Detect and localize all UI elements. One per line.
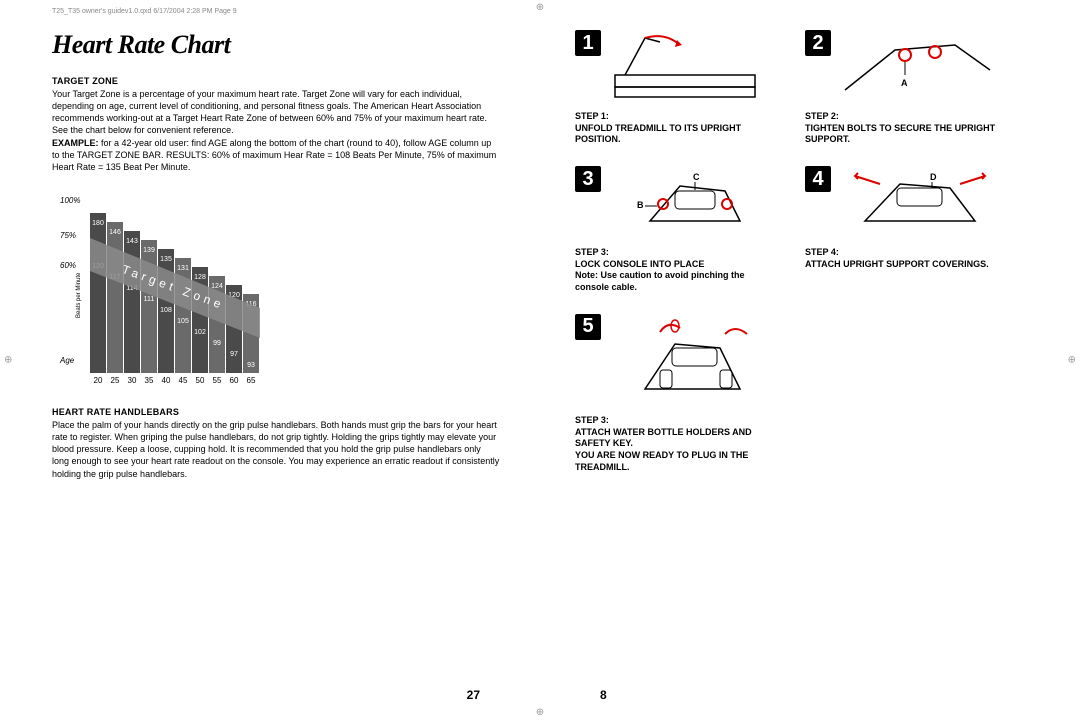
target-zone-heading: TARGET ZONE	[52, 76, 500, 86]
svg-text:55: 55	[213, 376, 222, 385]
step-extra: YOU ARE NOW READY TO PLUG IN THE TREADMI…	[575, 450, 775, 473]
chart-bar	[107, 222, 123, 373]
svg-text:131: 131	[177, 265, 189, 272]
svg-text:97: 97	[230, 351, 238, 358]
step-text: LOCK CONSOLE INTO PLACE	[575, 259, 775, 271]
step-text: TIGHTEN BOLTS TO SECURE THE UPRIGHT SUPP…	[805, 123, 1005, 146]
svg-text:135: 135	[160, 256, 172, 263]
step-label: STEP 3:	[575, 415, 775, 427]
handlebars-heading: HEART RATE HANDLEBARS	[52, 407, 500, 417]
y-label-100: 100%	[60, 196, 80, 205]
svg-text:105: 105	[177, 318, 189, 325]
assembly-steps: 1 STEP 1:UNFOLD TREADMILL TO ITS UPRIGHT …	[575, 30, 1040, 493]
chart-bar	[141, 240, 157, 373]
step-1: 1 STEP 1:UNFOLD TREADMILL TO ITS UPRIGHT …	[575, 30, 775, 146]
step-label: STEP 2:	[805, 111, 1005, 123]
chart-bar	[90, 213, 106, 373]
svg-text:99: 99	[213, 340, 221, 347]
svg-text:20: 20	[94, 376, 103, 385]
svg-text:146: 146	[109, 229, 121, 236]
page-title: Heart Rate Chart	[52, 30, 500, 60]
print-header: T25_T35 owner's guidev1.0.qxd 6/17/2004 …	[52, 8, 237, 15]
svg-text:139: 139	[143, 247, 155, 254]
y-axis-label: Beats per Minute	[76, 272, 82, 318]
svg-text:93: 93	[247, 362, 255, 369]
page-number-left: 27	[467, 688, 480, 702]
right-page: 1 STEP 1:UNFOLD TREADMILL TO ITS UPRIGHT …	[540, 0, 1080, 720]
svg-text:143: 143	[126, 238, 138, 245]
svg-text:65: 65	[247, 376, 256, 385]
chart-bar	[124, 231, 140, 373]
svg-text:180: 180	[92, 220, 104, 227]
step-number-box: 2	[805, 30, 831, 56]
svg-text:30: 30	[128, 376, 137, 385]
x-axis-label: Age	[59, 356, 75, 365]
svg-text:128: 128	[194, 274, 206, 281]
step-4: 4 D STEP 4:ATTACH UPRIGHT SUPPORT COVERING…	[805, 166, 1005, 294]
svg-text:60: 60	[230, 376, 239, 385]
left-page: T25_T35 owner's guidev1.0.qxd 6/17/2004 …	[0, 0, 540, 720]
step-number-box: 4	[805, 166, 831, 192]
step-number-box: 1	[575, 30, 601, 56]
svg-text:111: 111	[144, 296, 155, 303]
step-text: UNFOLD TREADMILL TO ITS UPRIGHT POSITION…	[575, 123, 775, 146]
y-label-75: 75%	[60, 231, 76, 240]
svg-text:25: 25	[111, 376, 120, 385]
step-note: Note: Use caution to avoid pinching the …	[575, 270, 775, 293]
svg-text:40: 40	[162, 376, 171, 385]
svg-text:108: 108	[160, 307, 172, 314]
step-5: 5 STEP 3:ATTACH WATER BOTTLE HOLDERS AND …	[575, 314, 775, 473]
page-number-right: 8	[600, 688, 607, 702]
step-label: STEP 4:	[805, 247, 1005, 259]
step-label: STEP 3:	[575, 247, 775, 259]
handlebars-text: Place the palm of your hands directly on…	[52, 419, 500, 480]
svg-text:A: A	[901, 78, 908, 88]
step-label: STEP 1:	[575, 111, 775, 123]
svg-text:B: B	[637, 200, 644, 210]
step-number-box: 3	[575, 166, 601, 192]
svg-text:C: C	[693, 172, 700, 182]
svg-text:D: D	[930, 172, 937, 182]
heart-rate-chart: 100% 75% 60% Beats per Minute Age 180120…	[52, 183, 272, 393]
step-3: 3 C B STEP 3:LOCK CONSOLE INTO PLACENote: U…	[575, 166, 775, 294]
target-zone-text: Your Target Zone is a percentage of your…	[52, 88, 500, 173]
step-2: 2 A STEP 2:TIGHTEN BOLTS TO SECURE THE UPR…	[805, 30, 1005, 146]
step-text: ATTACH UPRIGHT SUPPORT COVERINGS.	[805, 259, 1005, 271]
page-spread: T25_T35 owner's guidev1.0.qxd 6/17/2004 …	[0, 0, 1080, 720]
step-number-box: 5	[575, 314, 601, 340]
svg-text:35: 35	[145, 376, 154, 385]
svg-text:50: 50	[196, 376, 205, 385]
y-label-60: 60%	[60, 261, 76, 270]
svg-text:45: 45	[179, 376, 188, 385]
step-text: ATTACH WATER BOTTLE HOLDERS AND SAFETY K…	[575, 427, 775, 450]
svg-text:102: 102	[194, 329, 206, 336]
